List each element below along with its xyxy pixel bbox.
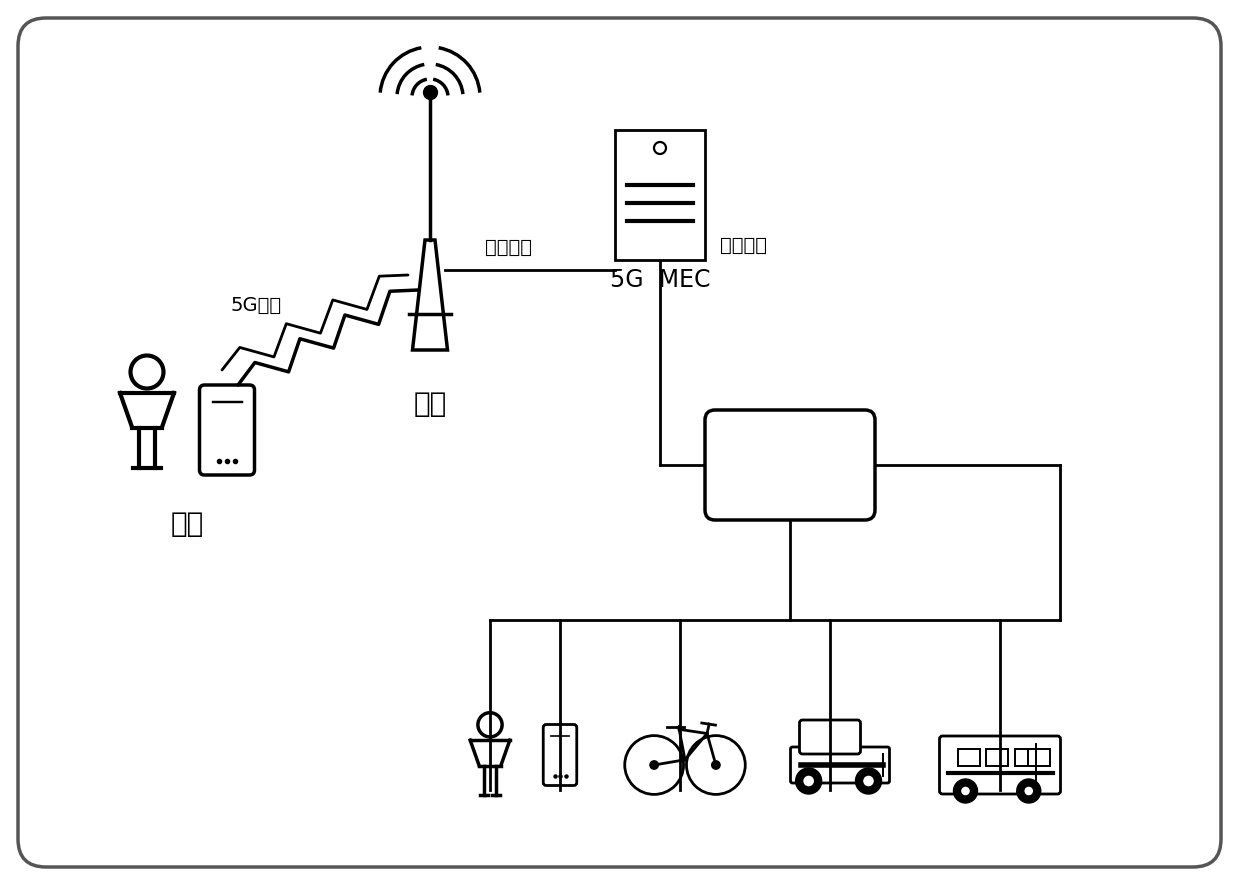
Bar [985,749,1007,766]
FancyBboxPatch shape [543,725,576,786]
Text: RSU: RSU [766,471,814,495]
Circle shape [803,775,815,787]
Bar [958,749,980,766]
Bar [1015,749,1037,766]
Circle shape [650,761,658,769]
FancyBboxPatch shape [199,385,254,475]
Circle shape [862,775,875,787]
Text: 基站: 基站 [414,390,446,418]
Text: 蜂窝通信: 蜂窝通信 [720,236,767,255]
FancyBboxPatch shape [705,410,875,520]
Circle shape [954,779,978,803]
Bar [615,130,705,260]
Text: 5G  MEC: 5G MEC [610,268,710,292]
Circle shape [1023,786,1033,796]
Circle shape [795,768,821,794]
FancyBboxPatch shape [939,736,1061,794]
FancyBboxPatch shape [799,720,861,754]
Text: 光纤通信: 光纤通信 [484,238,532,257]
Text: 用户: 用户 [171,510,203,538]
FancyBboxPatch shape [790,747,890,783]
Circle shape [960,786,970,796]
Circle shape [711,761,720,769]
Bar [1027,749,1049,766]
Circle shape [855,768,881,794]
Circle shape [1017,779,1041,803]
FancyBboxPatch shape [19,18,1220,867]
Polygon shape [413,240,447,350]
Text: 5G通信: 5G通信 [230,296,281,315]
Text: 路侧设备: 路侧设备 [760,445,820,469]
